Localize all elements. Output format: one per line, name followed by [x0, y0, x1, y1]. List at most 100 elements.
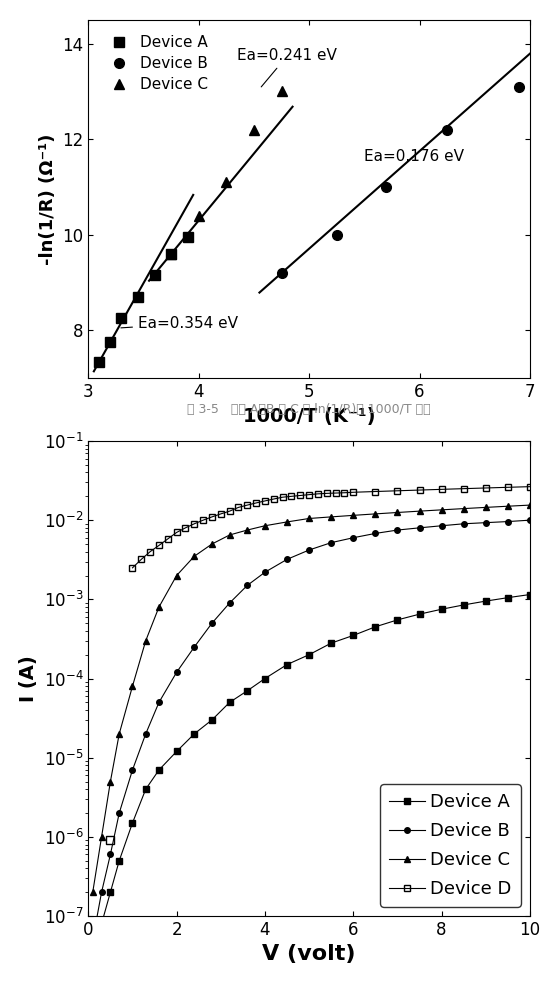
Device A: [107, 337, 114, 349]
Device D: [235, 501, 242, 513]
Device C: [223, 176, 230, 188]
Device C: [372, 508, 379, 520]
Device C: [156, 601, 162, 613]
Device D: [297, 490, 304, 501]
Device B: [278, 267, 285, 279]
Device D: [156, 540, 162, 552]
Device D: [262, 495, 268, 507]
Device D: [191, 518, 198, 530]
Device C: [350, 509, 357, 521]
Device D: [460, 483, 467, 494]
Device C: [173, 569, 180, 581]
X-axis label: V (volt): V (volt): [262, 945, 356, 964]
Device D: [164, 533, 171, 545]
Text: Ea=0.354 eV: Ea=0.354 eV: [121, 316, 238, 331]
Text: Ea=0.241 eV: Ea=0.241 eV: [237, 48, 337, 87]
Device A: [209, 714, 215, 726]
Device C: [226, 529, 233, 541]
Device B: [383, 181, 390, 193]
Device A: [151, 270, 158, 282]
Device D: [332, 488, 339, 499]
Device D: [147, 546, 153, 558]
Legend: Device A, Device B, Device C, Device D: Device A, Device B, Device C, Device D: [380, 784, 521, 907]
Device B: [394, 524, 401, 536]
Device C: [142, 634, 149, 646]
Device D: [527, 481, 533, 492]
Device B: [156, 696, 162, 708]
Device D: [306, 489, 312, 500]
Device A: [527, 589, 533, 601]
X-axis label: 1000/T (K⁻¹): 1000/T (K⁻¹): [243, 407, 375, 426]
Device A: [173, 746, 180, 757]
Device C: [89, 886, 96, 898]
Device B: [527, 514, 533, 526]
Device B: [173, 666, 180, 678]
Device C: [284, 516, 290, 528]
Device C: [278, 86, 285, 98]
Device B: [438, 520, 445, 532]
Device A: [460, 599, 467, 611]
Device B: [460, 518, 467, 530]
Device A: [350, 629, 357, 641]
Device D: [182, 522, 189, 534]
Device B: [328, 537, 335, 549]
Legend: Device A, Device B, Device C: Device A, Device B, Device C: [96, 28, 216, 99]
Line: Device B: Device B: [90, 517, 533, 943]
Device D: [394, 485, 401, 496]
Device C: [460, 502, 467, 514]
Device C: [116, 728, 123, 740]
Device D: [200, 514, 206, 526]
Device D: [253, 497, 259, 509]
Line: Device A: Device A: [94, 232, 193, 366]
Device A: [306, 649, 312, 661]
Text: Ea=0.176 eV: Ea=0.176 eV: [364, 149, 464, 164]
Device D: [226, 505, 233, 517]
Device D: [279, 492, 286, 503]
Device B: [333, 229, 340, 240]
Device A: [96, 356, 103, 367]
Text: 圖 3-5   元件 A、B 與 C 之 ln(1/R)對 1000/T 作圖: 圖 3-5 元件 A、B 與 C 之 ln(1/R)對 1000/T 作圖: [187, 403, 431, 416]
Device C: [251, 124, 257, 136]
Device A: [505, 592, 511, 604]
Device D: [372, 486, 379, 497]
Device D: [482, 482, 489, 493]
Line: Device B: Device B: [277, 82, 524, 278]
Device C: [328, 511, 335, 523]
Device B: [244, 579, 251, 591]
Device A: [129, 817, 136, 828]
Device B: [142, 728, 149, 740]
Device A: [135, 291, 141, 302]
Device C: [107, 775, 114, 787]
Line: Device A: Device A: [90, 592, 533, 960]
Device D: [217, 508, 224, 520]
Device B: [89, 934, 96, 946]
Device C: [505, 500, 511, 512]
Device B: [284, 554, 290, 565]
Device B: [209, 618, 215, 629]
Device A: [116, 855, 123, 867]
Device C: [195, 210, 202, 222]
Device B: [129, 764, 136, 776]
Device A: [262, 673, 268, 685]
Device B: [116, 807, 123, 819]
Device D: [350, 487, 357, 498]
Device B: [372, 528, 379, 540]
Device B: [306, 544, 312, 556]
Device D: [244, 499, 251, 511]
Device A: [118, 312, 125, 324]
Device C: [191, 551, 198, 562]
Device B: [482, 517, 489, 529]
Device D: [416, 485, 423, 496]
Device A: [372, 621, 379, 632]
Device A: [416, 609, 423, 621]
Device A: [394, 614, 401, 625]
Device B: [516, 81, 522, 93]
Device B: [191, 641, 198, 653]
Device D: [323, 488, 330, 499]
Device A: [438, 604, 445, 616]
Y-axis label: -ln(1/R) (Ω⁻¹): -ln(1/R) (Ω⁻¹): [39, 133, 57, 265]
Device A: [142, 783, 149, 795]
Device C: [98, 831, 105, 843]
Device A: [482, 595, 489, 607]
Device C: [394, 506, 401, 518]
